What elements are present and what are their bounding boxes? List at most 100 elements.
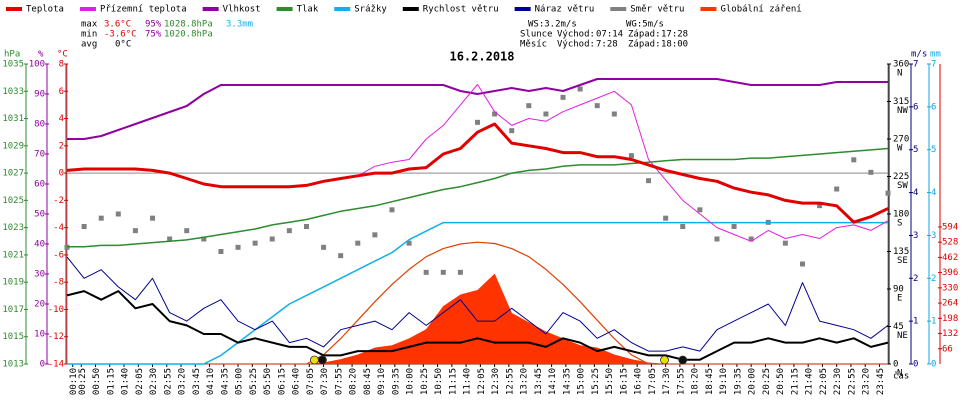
sun-set-label: Západ: <box>628 30 661 40</box>
sun-rise-marker <box>310 355 319 365</box>
y-tick-label: 90 <box>893 285 904 295</box>
x-tick-label: 17:05 <box>648 368 658 395</box>
wind-direction-point <box>184 228 190 234</box>
y-tick-label: 1027 <box>2 169 24 179</box>
wind-direction-point <box>98 215 104 221</box>
wind-direction-point <box>372 232 378 238</box>
y-tick-label: 264 <box>942 299 958 309</box>
x-tick-label: 02:30 <box>149 368 159 395</box>
x-tick-label: 04:10 <box>206 368 216 395</box>
x-tick-label: 21:15 <box>790 368 800 395</box>
x-tick-label: 21:40 <box>805 368 815 395</box>
y-tick-label: -2 <box>53 196 64 206</box>
wind-direction-point <box>492 111 498 117</box>
wind-direction-point <box>269 236 275 242</box>
wind-direction-point <box>475 119 480 125</box>
x-tick-label: 17:30 <box>662 368 672 395</box>
stat-label: avg <box>81 40 97 50</box>
y-tick-label: 30 <box>34 270 45 280</box>
y-tick-label: 45 <box>893 322 904 332</box>
x-tick-label: 10:00 <box>406 368 416 395</box>
x-tick-label: 03:20 <box>178 368 188 395</box>
x-tick-label: 09:35 <box>391 368 401 395</box>
series-line <box>66 256 889 352</box>
y-tick-label: 20 <box>34 300 45 310</box>
y-tick-label: 1015 <box>2 332 24 342</box>
x-tick-label: 08:20 <box>349 368 359 395</box>
series-line <box>67 221 888 365</box>
x-tick-label: 23:20 <box>862 368 872 395</box>
y-tick-label: 6 <box>59 87 64 97</box>
x-tick-label: 15:00 <box>577 368 587 395</box>
moon-set-label: Západ: <box>628 40 661 50</box>
wind-direction-point <box>628 153 634 159</box>
wind-direction-point <box>81 224 87 229</box>
y-tick-label: 4 <box>59 114 64 124</box>
compass-label: W <box>897 144 903 154</box>
y-tick-label: -10 <box>48 305 64 315</box>
sun-label: Slunce <box>520 30 553 40</box>
wind-direction-point <box>355 240 361 246</box>
stat-value: 75% <box>145 30 162 40</box>
y-tick-label: 0 <box>931 360 936 370</box>
wind-direction-point <box>526 103 532 109</box>
wind-direction-point <box>748 236 754 242</box>
wind-direction-point <box>457 269 463 275</box>
x-tick-label: 07:05 <box>306 368 316 395</box>
wind-direction-point <box>680 224 686 229</box>
x-tick-label: 01:15 <box>106 368 116 395</box>
y-tick-label: 80 <box>34 120 45 130</box>
compass-label: N <box>897 369 902 379</box>
axis-unit: °C <box>57 50 68 60</box>
x-tick-label: 07:30 <box>320 368 330 395</box>
sun-set-marker <box>660 355 669 365</box>
y-tick-label: 330 <box>942 283 958 293</box>
wind-direction-point <box>509 128 515 134</box>
x-tick-label: 10:50 <box>434 368 444 395</box>
y-tick-label: 50 <box>34 210 45 220</box>
legend-label: Náraz větru <box>535 5 595 15</box>
y-tick-label: 132 <box>942 329 958 339</box>
x-tick-label: 16:15 <box>619 368 629 395</box>
y-tick-label: 10 <box>34 330 45 340</box>
y-tick-label: 2 <box>913 274 918 284</box>
y-tick-label: 1 <box>931 317 936 327</box>
x-tick-label: 19:35 <box>733 368 743 395</box>
y-tick-label: -8 <box>53 278 64 288</box>
x-tick-label: 14:10 <box>548 368 558 395</box>
y-tick-label: 6 <box>931 102 936 112</box>
x-tick-label: 20:00 <box>748 368 758 395</box>
sun-rise: 07:14 <box>596 30 623 40</box>
x-tick-label: 12:55 <box>505 368 515 395</box>
x-axis-label: čas <box>893 371 909 382</box>
legend-label: Srážky <box>354 5 387 15</box>
y-tick-label: 0 <box>893 360 898 370</box>
legend-label: Globální záření <box>720 5 801 15</box>
moon-set: 18:00 <box>661 40 688 50</box>
legend-label: Tlak <box>297 5 319 15</box>
y-tick-label: 1035 <box>2 60 24 70</box>
y-tick-label: 0 <box>59 169 64 179</box>
chart-title: 16.2.2018 <box>449 50 514 64</box>
y-tick-label: 270 <box>893 135 909 145</box>
x-tick-label: 18:45 <box>705 368 715 395</box>
x-tick-label: 19:10 <box>719 368 729 395</box>
y-tick-label: 2 <box>59 141 64 151</box>
y-tick-label: 7 <box>931 60 936 70</box>
y-tick-label: 3 <box>913 231 918 241</box>
legend-label: Směr větru <box>630 5 684 15</box>
wind-direction-point <box>252 240 258 246</box>
x-tick-label: 05:50 <box>263 368 273 395</box>
x-tick-label: 05:00 <box>235 368 245 395</box>
y-tick-label: 5 <box>931 145 936 155</box>
compass-label: SE <box>897 256 908 266</box>
y-tick-label: 180 <box>893 210 909 220</box>
wind-direction-point <box>235 244 241 250</box>
y-tick-label: 5 <box>913 145 918 155</box>
legend-label: Teplota <box>26 5 64 15</box>
x-tick-label: 08:45 <box>363 368 373 395</box>
axis-unit: m/s <box>911 50 927 60</box>
x-tick-label: 22:05 <box>819 368 829 395</box>
wind-stat: WG:5m/s <box>626 20 664 30</box>
y-tick-label: 0 <box>913 360 918 370</box>
